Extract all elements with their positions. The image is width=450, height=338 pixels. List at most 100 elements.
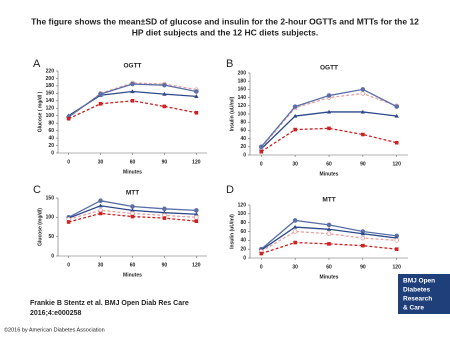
x-tick-label: 90 [162, 262, 168, 268]
point [130, 81, 135, 87]
x-tick-label: 0 [260, 264, 263, 270]
y-tick-label: 80 [48, 121, 54, 127]
x-tick-label: 90 [162, 159, 168, 165]
y-tick-label: 180 [46, 83, 55, 89]
point [98, 203, 103, 208]
point [194, 219, 199, 223]
y-tick-label: 200 [46, 76, 55, 82]
point [327, 242, 331, 246]
point [326, 109, 332, 114]
citation-line: 2016;4:e000258 [30, 310, 81, 317]
y-tick-label: 60 [48, 128, 54, 134]
point [130, 89, 135, 94]
point [259, 149, 264, 154]
point [98, 91, 103, 97]
caption-line: The figure shows the mean±SD of glucose … [31, 16, 419, 26]
logo-text: BMJ Open [403, 278, 435, 285]
point [360, 231, 366, 236]
y-tick-label: 20 [48, 143, 54, 149]
y-tick-label: 80 [240, 120, 246, 126]
caption-line: HP diet subjects and the 12 HC diets sub… [132, 27, 318, 37]
point [130, 99, 135, 103]
citation-line: Frankie B Stentz et al. BMJ Open Diab Re… [30, 300, 189, 307]
y-tick-label: 80 [240, 220, 246, 226]
point [130, 214, 135, 219]
point [394, 247, 399, 251]
point [292, 224, 298, 229]
logo-box [398, 274, 450, 314]
point [292, 113, 298, 118]
point [293, 127, 297, 132]
point [360, 235, 366, 241]
y-tick-label: 40 [240, 136, 246, 142]
point [292, 104, 298, 109]
panel-letter: B [226, 58, 233, 70]
y-tick-label: 0 [51, 253, 54, 259]
point [194, 89, 199, 94]
point [258, 144, 264, 150]
y-tick-label: 0 [51, 150, 54, 156]
panel-letter: A [33, 58, 41, 70]
x-tick-label: 0 [67, 159, 70, 165]
x-tick-label: 0 [260, 161, 263, 167]
logo-text: Research [403, 296, 432, 303]
x-tick-label: 60 [130, 159, 136, 165]
x-tick-label: 60 [326, 264, 332, 270]
y-tick-label: 60 [240, 128, 246, 134]
x-tick-label: 120 [192, 262, 201, 268]
x-tick-label: 0 [67, 262, 70, 268]
chart-title: MTT [126, 190, 139, 197]
y-axis-label: Insulin (uU/ml) [229, 96, 235, 131]
point [66, 116, 71, 121]
x-tick-label: 30 [98, 262, 104, 268]
y-tick-label: 200 [238, 70, 247, 76]
y-tick-label: 60 [240, 229, 246, 235]
point [394, 104, 400, 109]
y-axis-label: Glucose (mg/dl) [37, 208, 43, 246]
chart-title: OGTT [320, 65, 338, 72]
point [360, 91, 366, 96]
point [292, 229, 298, 234]
series-line [260, 230, 397, 252]
point [394, 140, 399, 145]
y-tick-label: 160 [238, 87, 247, 93]
x-axis-label: Minutes [320, 171, 339, 177]
y-tick-label: 0 [243, 255, 246, 261]
panel-letter: D [226, 184, 234, 196]
y-tick-label: 50 [48, 234, 54, 240]
point [292, 218, 298, 223]
x-tick-label: 60 [130, 262, 136, 268]
y-tick-label: 150 [46, 195, 55, 201]
x-tick-label: 90 [360, 264, 366, 270]
series-line [260, 92, 397, 149]
point [162, 91, 167, 96]
point [394, 238, 400, 243]
point [361, 243, 365, 248]
y-tick-label: 40 [48, 135, 54, 141]
point [98, 102, 103, 106]
y-tick-label: 120 [238, 103, 247, 109]
series-line [260, 111, 397, 150]
y-axis-label: Glucose ( mg/dl ) [37, 91, 43, 132]
point [194, 94, 199, 98]
point [66, 220, 71, 224]
y-tick-label: 140 [46, 98, 55, 104]
point [130, 204, 135, 209]
point [162, 206, 167, 212]
point [194, 208, 199, 213]
point [326, 222, 332, 228]
y-axis-label: Insulin (uU/ml) [229, 214, 235, 249]
y-tick-label: 100 [46, 215, 55, 221]
point [259, 251, 264, 256]
y-tick-label: 40 [240, 238, 246, 244]
point [194, 110, 199, 115]
y-tick-label: 140 [238, 95, 247, 101]
point [293, 240, 297, 245]
point [361, 132, 365, 137]
point [162, 210, 167, 215]
logo-text: Diabetes [403, 287, 430, 294]
point [162, 216, 167, 220]
point [326, 93, 332, 98]
y-tick-label: 20 [240, 144, 246, 150]
